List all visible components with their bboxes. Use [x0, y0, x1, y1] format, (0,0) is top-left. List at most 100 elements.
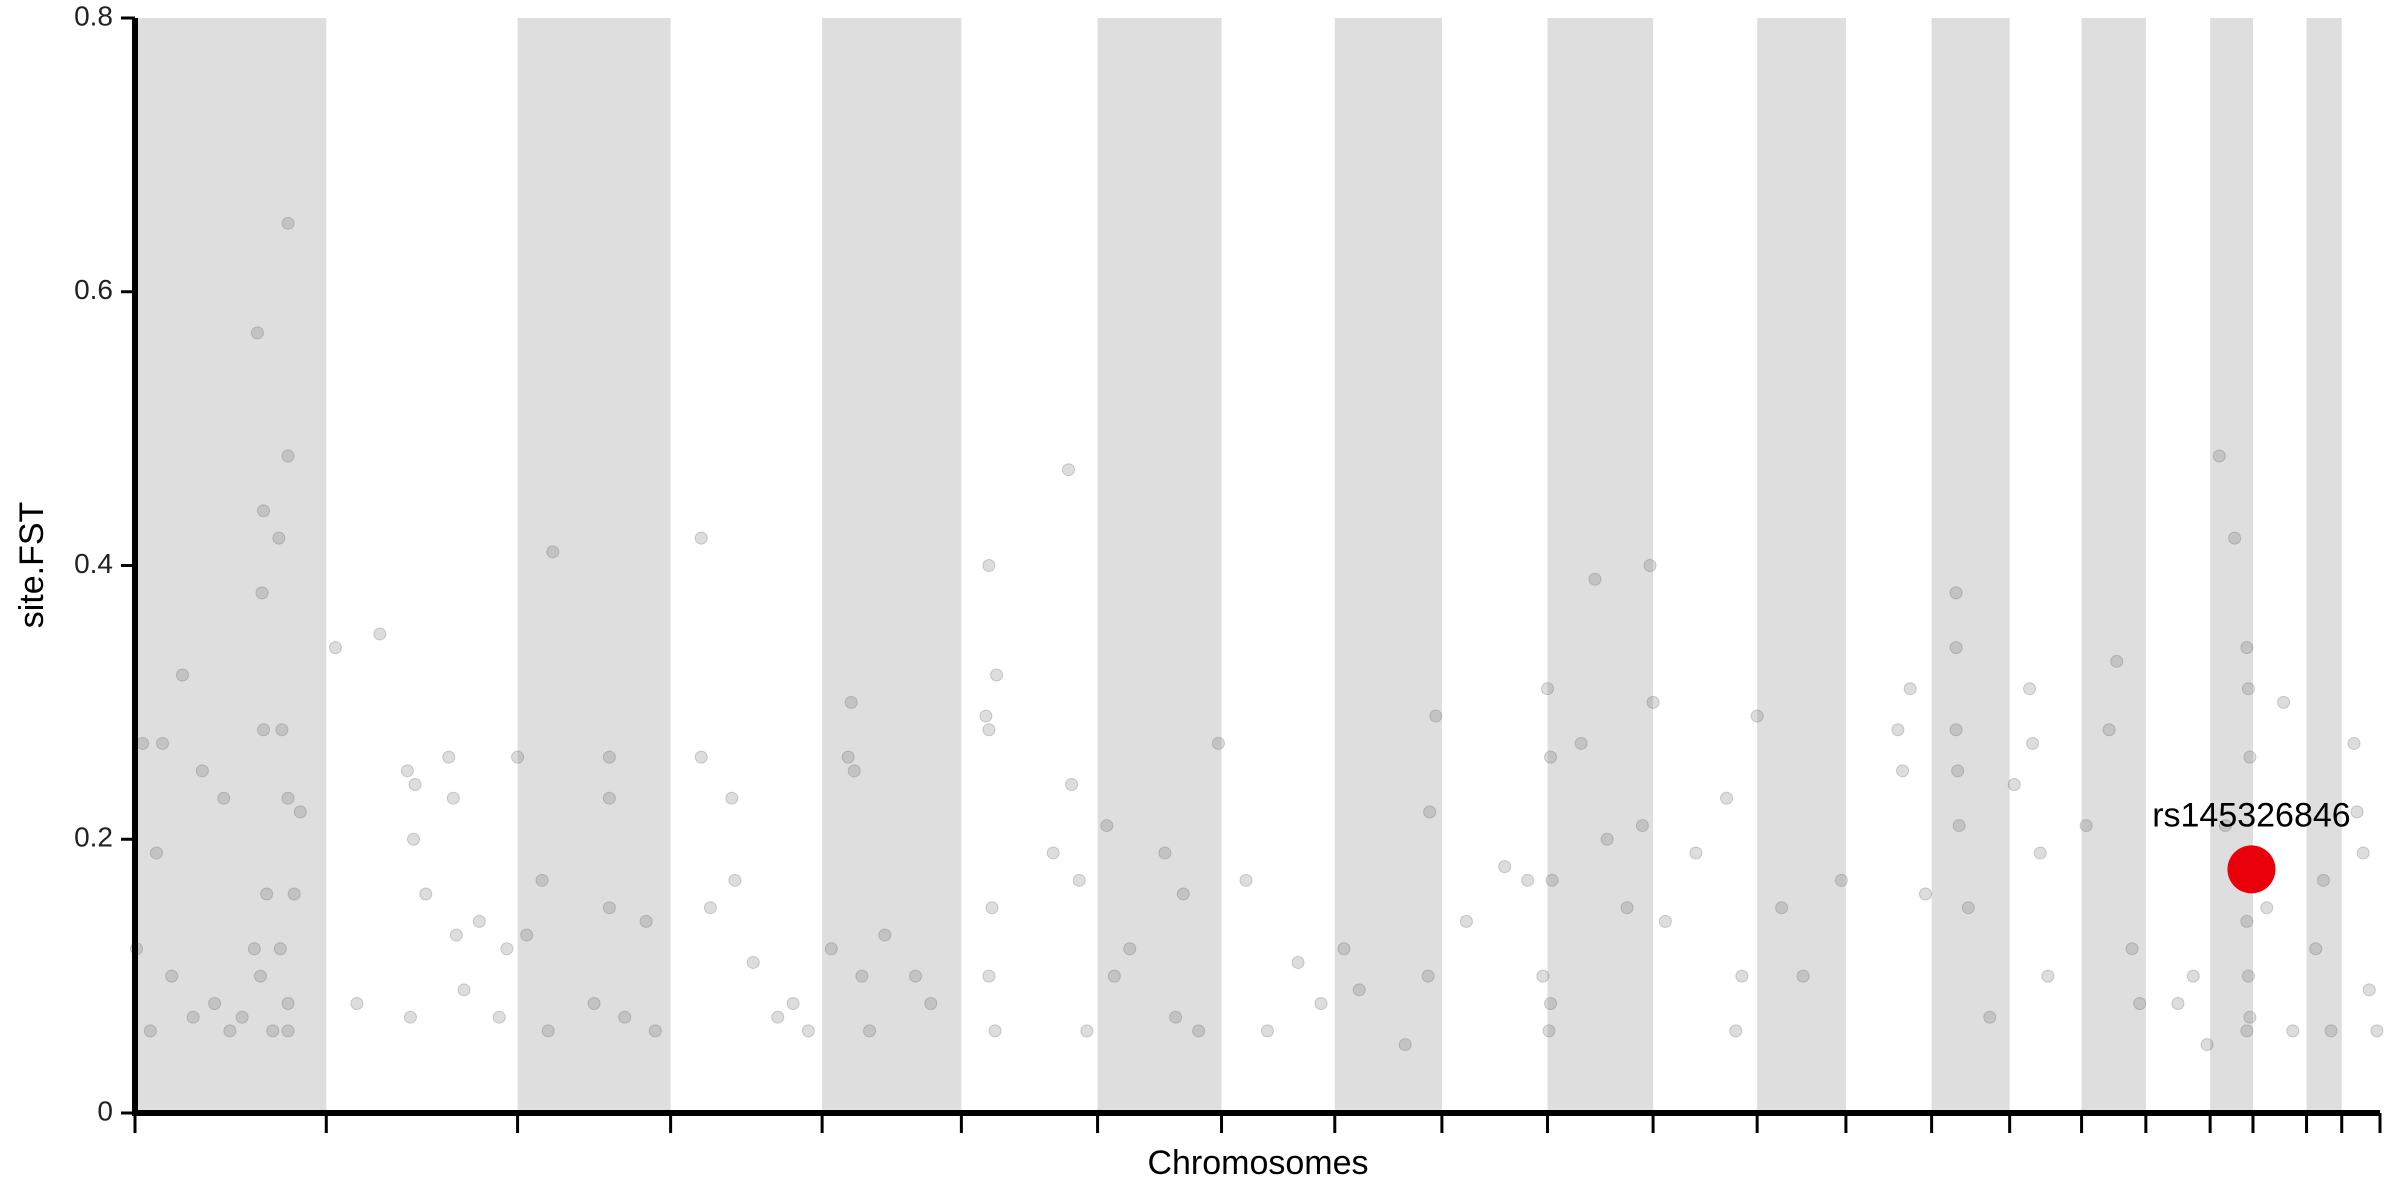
point — [728, 873, 742, 887]
point — [260, 887, 274, 901]
point — [2240, 914, 2254, 928]
y-tick-label: 0.6 — [74, 274, 113, 305]
point — [1100, 819, 1114, 833]
chromosome-band — [1334, 18, 1442, 1113]
point — [535, 873, 549, 887]
point — [725, 791, 739, 805]
point — [1643, 559, 1657, 572]
point — [694, 750, 708, 764]
point — [1169, 1010, 1183, 1024]
x-axis-label: Chromosomes — [1147, 1144, 1368, 1182]
point — [350, 997, 364, 1010]
point — [924, 997, 938, 1010]
point — [1521, 873, 1535, 887]
points — [130, 216, 2384, 1052]
point — [1834, 873, 1848, 887]
point — [165, 969, 179, 983]
point — [1775, 901, 1789, 915]
chromosome-band — [2081, 18, 2146, 1113]
point — [457, 983, 471, 997]
point — [2350, 805, 2364, 819]
point — [2110, 654, 2124, 668]
point — [1983, 1010, 1997, 1024]
point — [908, 969, 922, 983]
point — [275, 723, 289, 737]
point — [1545, 873, 1559, 887]
chromosome-band — [2306, 18, 2342, 1113]
point — [2324, 1024, 2338, 1038]
point — [408, 778, 422, 791]
point — [1896, 764, 1910, 778]
point — [878, 928, 892, 942]
point — [2212, 449, 2226, 463]
point — [541, 1024, 555, 1038]
point — [587, 997, 601, 1010]
chromosome-band — [1097, 18, 1222, 1113]
point — [985, 901, 999, 915]
point — [281, 997, 295, 1010]
point — [1046, 846, 1060, 860]
point — [801, 1024, 815, 1038]
point — [1498, 860, 1512, 874]
point — [824, 942, 838, 956]
point — [1536, 969, 1550, 983]
point — [863, 1024, 877, 1038]
point — [1635, 819, 1649, 833]
chromosome-band — [1757, 18, 1846, 1113]
point — [2218, 819, 2232, 833]
point — [982, 723, 996, 737]
point — [982, 559, 996, 572]
point — [2240, 641, 2254, 655]
point — [1065, 778, 1079, 791]
point — [520, 928, 534, 942]
point — [1689, 846, 1703, 860]
point — [988, 1024, 1002, 1038]
point — [442, 750, 456, 764]
point — [1796, 969, 1810, 983]
point — [694, 531, 708, 545]
point — [1314, 997, 1328, 1010]
point — [175, 668, 189, 682]
point — [1211, 736, 1225, 750]
point — [1574, 736, 1588, 750]
point — [1658, 914, 1672, 928]
y-tick-label: 0.4 — [74, 548, 113, 579]
point — [1544, 750, 1558, 764]
point — [1588, 572, 1602, 586]
point — [235, 1010, 249, 1024]
y-tick-label: 0.2 — [74, 822, 113, 853]
point — [1398, 1038, 1412, 1052]
point — [602, 901, 616, 915]
point — [400, 764, 414, 778]
point — [257, 504, 271, 518]
point — [2079, 819, 2093, 833]
y-axis-label: site.FST — [13, 502, 51, 629]
point — [2362, 983, 2376, 997]
point — [156, 736, 170, 750]
point — [2228, 531, 2242, 545]
point — [2133, 997, 2147, 1010]
point — [208, 997, 222, 1010]
point — [982, 969, 996, 983]
point — [2260, 901, 2274, 915]
point — [1750, 709, 1764, 723]
point — [247, 942, 261, 956]
point — [786, 997, 800, 1010]
y-tick-label: 0 — [97, 1095, 113, 1126]
point — [2277, 695, 2291, 709]
chromosome-bands — [135, 18, 2342, 1113]
point — [648, 1024, 662, 1038]
point — [2102, 723, 2116, 737]
point — [1951, 764, 1965, 778]
point — [195, 764, 209, 778]
chromosome-band — [2210, 18, 2253, 1113]
point — [546, 545, 560, 559]
point — [1720, 791, 1734, 805]
point — [253, 969, 267, 983]
point — [1735, 969, 1749, 983]
point — [1080, 1024, 1094, 1038]
point — [2041, 969, 2055, 983]
point — [2007, 778, 2021, 791]
point — [149, 846, 163, 860]
